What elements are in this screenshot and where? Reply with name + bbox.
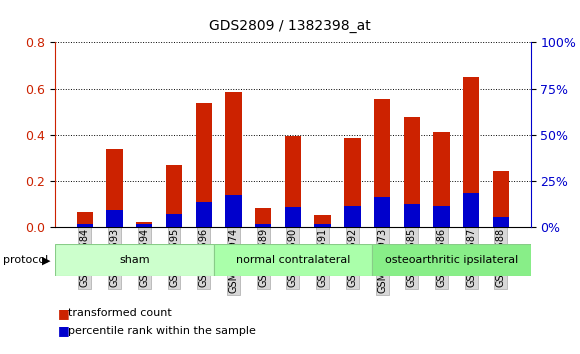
Bar (463, 193, 479, 227)
Bar (374, 197, 390, 227)
Bar (404, 117, 420, 227)
Bar (285, 207, 301, 227)
Bar (463, 78, 479, 227)
Bar (314, 224, 331, 227)
Bar (107, 149, 123, 227)
Bar (314, 215, 331, 227)
Bar (225, 92, 242, 227)
Bar (404, 204, 420, 227)
Bar (77, 212, 93, 227)
Text: GDS2809 / 1382398_at: GDS2809 / 1382398_at (209, 19, 371, 34)
Bar (136, 224, 153, 227)
Bar (344, 206, 361, 227)
Bar (195, 103, 212, 227)
FancyBboxPatch shape (372, 244, 531, 276)
Bar (225, 195, 242, 227)
Text: ■: ■ (58, 307, 74, 320)
Text: transformed count: transformed count (68, 308, 172, 318)
Text: percentile rank within the sample: percentile rank within the sample (68, 326, 256, 336)
Bar (77, 224, 93, 227)
Bar (166, 165, 182, 227)
Bar (255, 224, 271, 227)
Bar (136, 222, 153, 227)
Text: ▶: ▶ (42, 255, 51, 265)
Text: sham: sham (119, 255, 150, 265)
Bar (493, 217, 509, 227)
Bar (344, 138, 361, 227)
Bar (255, 208, 271, 227)
Bar (166, 214, 182, 227)
Bar (195, 202, 212, 227)
Bar (374, 99, 390, 227)
Text: protocol: protocol (3, 255, 48, 265)
Bar (285, 136, 301, 227)
FancyBboxPatch shape (55, 244, 213, 276)
Text: ■: ■ (58, 325, 74, 337)
Bar (493, 171, 509, 227)
Bar (433, 206, 450, 227)
Text: normal contralateral: normal contralateral (235, 255, 350, 265)
Text: osteoarthritic ipsilateral: osteoarthritic ipsilateral (385, 255, 518, 265)
Bar (107, 210, 123, 227)
Bar (433, 132, 450, 227)
FancyBboxPatch shape (213, 244, 372, 276)
